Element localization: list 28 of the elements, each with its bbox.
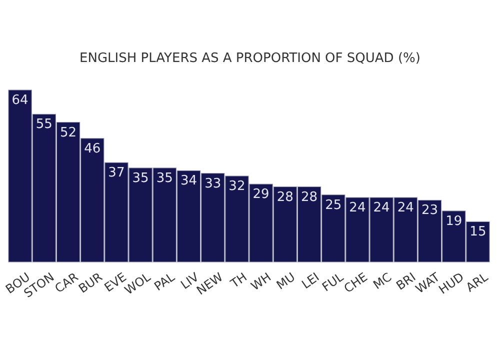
x-tick-label: PAL bbox=[152, 270, 178, 294]
data-label: 35 bbox=[132, 170, 149, 186]
x-tick-label: MC bbox=[370, 270, 394, 292]
data-label: 15 bbox=[470, 224, 486, 240]
data-label: 34 bbox=[180, 174, 198, 189]
data-label: 19 bbox=[446, 214, 462, 229]
data-label: 32 bbox=[228, 179, 246, 194]
x-tick-label: WH bbox=[248, 270, 274, 294]
x-tick-label: ARL bbox=[463, 270, 491, 295]
x-tick-label: MU bbox=[274, 270, 298, 292]
data-label: 33 bbox=[204, 176, 222, 192]
data-label: 37 bbox=[108, 166, 125, 181]
data-label: 25 bbox=[325, 198, 342, 213]
x-tick-label: TH bbox=[227, 270, 250, 292]
data-label: 24 bbox=[349, 200, 366, 216]
data-label: 28 bbox=[300, 190, 318, 205]
data-label: 52 bbox=[60, 125, 77, 140]
x-tick-label: LEI bbox=[299, 270, 322, 292]
chart-title: ENGLISH PLAYERS AS A PROPORTION OF SQUAD (%) bbox=[80, 51, 420, 66]
data-label: 64 bbox=[12, 93, 28, 108]
data-label: 28 bbox=[276, 190, 294, 205]
data-label: 35 bbox=[156, 170, 173, 186]
data-label: 24 bbox=[397, 200, 414, 216]
data-label: 29 bbox=[252, 187, 270, 202]
data-label: 46 bbox=[84, 141, 101, 156]
data-label: 55 bbox=[36, 117, 52, 132]
data-label: 23 bbox=[421, 203, 438, 218]
data-label: 24 bbox=[373, 200, 390, 216]
